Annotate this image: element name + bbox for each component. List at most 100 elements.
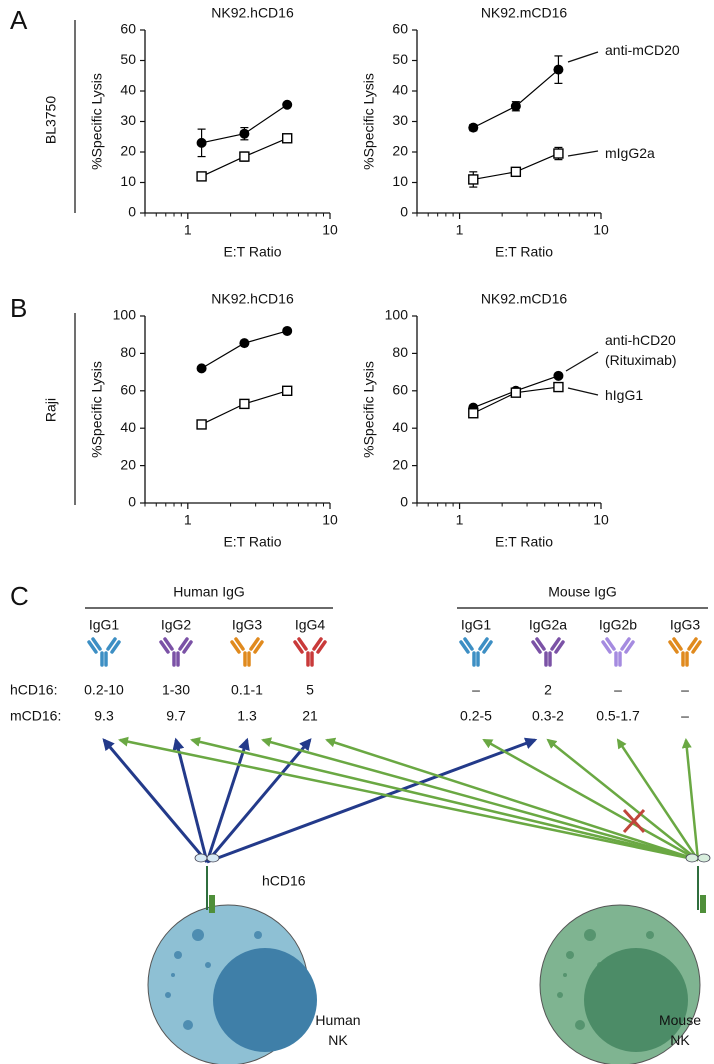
ab-arm	[106, 637, 117, 651]
granule	[557, 992, 563, 998]
y-tick-label: 0	[400, 204, 408, 220]
receptor-domain	[194, 853, 208, 863]
granule	[563, 973, 567, 977]
leader-line	[565, 351, 599, 372]
tm-anchor	[700, 895, 706, 913]
point	[468, 408, 479, 419]
x-axis-label: E:T Ratio	[223, 534, 281, 550]
y-tick-label: 0	[400, 494, 408, 510]
ab-arm	[163, 637, 174, 651]
arrow-mcd16	[190, 736, 699, 862]
ab-arm	[249, 637, 260, 651]
ab-arm	[293, 640, 304, 654]
y-tick-label: 60	[392, 382, 408, 398]
series-label: hIgG1	[605, 387, 644, 403]
ab-arm	[668, 640, 679, 654]
ab-arm	[316, 640, 327, 654]
y-tick-label: 100	[113, 307, 137, 323]
x-axis-label: E:T Ratio	[495, 534, 553, 550]
panel-letter: A	[10, 5, 28, 35]
subclass-name: IgG3	[232, 617, 263, 633]
ab-arm	[554, 640, 565, 654]
mcd16-affinity: –	[681, 708, 689, 724]
point	[239, 398, 250, 410]
ab-arm	[234, 637, 245, 651]
point	[281, 385, 293, 396]
hcd16-affinity: 0.1-1	[231, 682, 263, 698]
ab-arm	[87, 640, 98, 654]
ab-arm	[182, 640, 193, 654]
x-tick-label: 10	[593, 512, 609, 528]
ab-arm	[178, 637, 189, 651]
arrow-hcd16	[205, 737, 250, 863]
mcd16-affinity: 9.7	[166, 708, 186, 724]
arrow-mcd16	[616, 738, 700, 861]
arrow-mcd16	[546, 738, 699, 861]
ab-arm	[672, 637, 683, 651]
hcd16-affinity: 1-30	[162, 682, 190, 698]
point	[553, 64, 564, 75]
granule	[205, 962, 211, 968]
hcd16-affinity: 5	[306, 682, 314, 698]
granule	[575, 1020, 585, 1030]
antibody-icon	[531, 637, 565, 667]
ab-arm	[459, 640, 470, 654]
y-tick-label: 40	[120, 82, 136, 98]
subclass-name: IgG2	[161, 617, 192, 633]
arrow-hcd16	[206, 737, 538, 864]
x-tick-label: 10	[322, 222, 338, 238]
granule	[254, 931, 262, 939]
point	[196, 363, 207, 374]
antibody-icon	[459, 637, 493, 667]
antibody-icon	[230, 637, 264, 667]
leader-line	[567, 387, 599, 396]
arrow-hcd16	[102, 738, 209, 863]
chart-title: NK92.hCD16	[211, 5, 294, 21]
series-label: mIgG2a	[605, 145, 655, 161]
ab-arm	[687, 637, 698, 651]
ab-arm	[624, 640, 635, 654]
antibody-icon	[87, 637, 121, 667]
no-binding-cross	[622, 808, 646, 834]
series-label: anti-mCD20	[605, 42, 680, 58]
subclass-name: IgG2b	[599, 617, 637, 633]
antibody-icon	[293, 637, 327, 667]
granule	[566, 951, 574, 959]
receptor-domain	[697, 853, 711, 863]
y-tick-label: 100	[385, 307, 409, 323]
y-axis-label: %Specific Lysis	[361, 361, 377, 458]
hcd16-affinity: 2	[544, 682, 552, 698]
y-tick-label: 50	[120, 51, 136, 67]
point	[510, 387, 522, 398]
point	[196, 171, 207, 182]
x-tick-label: 1	[184, 222, 192, 238]
hcd16-affinity: –	[614, 682, 622, 698]
granule	[646, 931, 654, 939]
x-tick-label: 1	[184, 512, 192, 528]
subclass-name: IgG2a	[529, 617, 567, 633]
y-axis-label: %Specific Lysis	[89, 73, 105, 170]
x-axis-label: E:T Ratio	[495, 244, 553, 260]
x-tick-label: 1	[456, 222, 464, 238]
point	[553, 370, 564, 381]
y-tick-label: 10	[392, 173, 408, 189]
ab-arm	[478, 637, 489, 651]
arrow-mcd16	[482, 738, 699, 862]
granule	[171, 973, 175, 977]
x-tick-label: 1	[456, 512, 464, 528]
ab-arm	[550, 637, 561, 651]
group-title: Mouse IgG	[548, 584, 616, 600]
nucleus	[584, 948, 688, 1052]
point	[282, 325, 293, 336]
group-title: Human IgG	[173, 584, 245, 600]
granule	[192, 929, 204, 941]
y-axis-label: %Specific Lysis	[361, 73, 377, 170]
series-line	[201, 330, 288, 369]
receptor-domain	[206, 853, 220, 863]
point	[468, 174, 479, 185]
receptor-domain	[685, 853, 699, 863]
y-tick-label: 50	[392, 51, 408, 67]
y-tick-label: 80	[120, 344, 136, 360]
leader-line	[567, 150, 599, 157]
